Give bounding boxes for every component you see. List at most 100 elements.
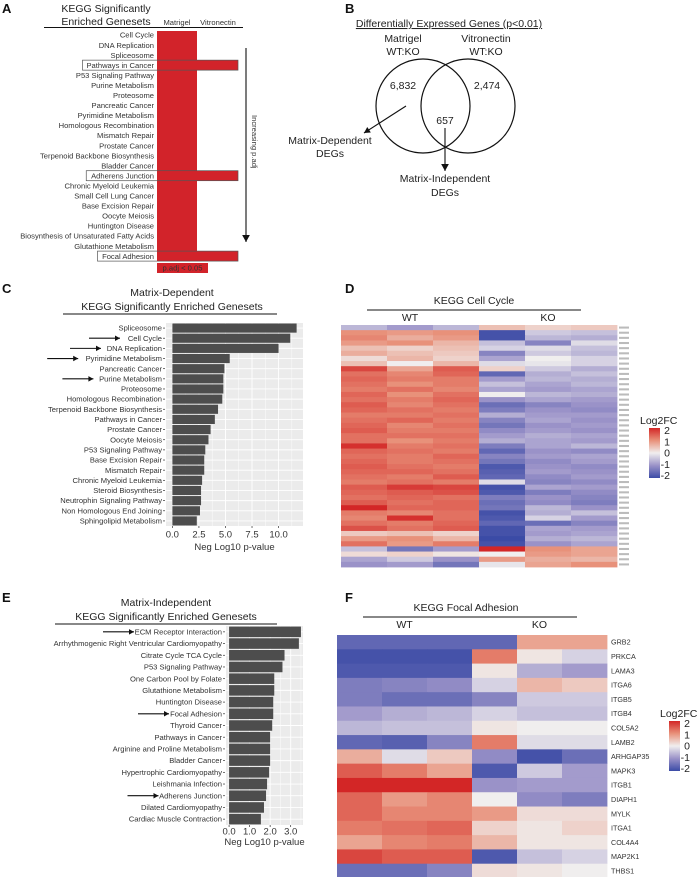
heatmap-cell — [525, 525, 572, 532]
heatmap-cell — [382, 835, 428, 850]
heatmap-cell — [427, 835, 473, 850]
heatmap-cell — [337, 720, 383, 736]
count-vitronectin-only: 2,474 — [474, 80, 500, 92]
category-label: Arginine and Proline Metabolism — [113, 745, 222, 754]
heatmap-cell — [525, 427, 572, 434]
heatmap-cell — [479, 469, 526, 475]
highlight-arrow — [47, 355, 79, 362]
heatmap-cell — [433, 500, 480, 506]
gene-label-illegible — [619, 331, 629, 334]
gene-label: MAP2K1 — [611, 852, 639, 861]
heatmap-cell — [479, 340, 526, 346]
legend-title: Log2FC — [640, 415, 678, 427]
bar — [172, 353, 230, 364]
heatmap-cell — [517, 849, 563, 865]
heatmap-cell — [341, 551, 388, 558]
bar — [229, 790, 267, 802]
heatmap-cell — [382, 763, 428, 779]
category-label: Pathways in Cancer — [154, 733, 222, 742]
heatmap-cell — [571, 505, 618, 511]
heatmap-cell — [387, 464, 434, 470]
heatmap-cell — [472, 677, 518, 693]
heatmap-cell — [517, 806, 563, 822]
heatmap-cell — [525, 453, 572, 460]
heatmap-cell — [387, 500, 434, 506]
heatmap-cell — [479, 474, 526, 480]
bar — [172, 496, 202, 506]
heatmap-cell — [341, 335, 388, 341]
heatmap-cell — [571, 325, 618, 331]
heatmap-cell — [433, 469, 480, 475]
heatmap-cell — [341, 330, 388, 336]
heatmap-cell — [525, 510, 572, 516]
gene-label-illegible — [619, 388, 629, 391]
category-label: Sphingolipid Metabolism — [80, 517, 162, 526]
gene-label: DIAPH1 — [611, 795, 637, 804]
heatmap-cell — [387, 525, 434, 532]
heatmap-cell — [341, 376, 388, 383]
heatmap-cell — [479, 325, 526, 331]
heatmap-cell — [337, 692, 383, 707]
heatmap-cell — [341, 458, 388, 465]
heatmap-cell — [479, 494, 526, 501]
heatmap-cell — [571, 464, 618, 470]
heatmap-cell — [382, 663, 428, 679]
gene-label-illegible — [619, 352, 629, 355]
heatmap-cell — [479, 391, 526, 398]
heatmap-cell — [517, 863, 563, 877]
bar — [172, 465, 205, 475]
bar — [172, 384, 224, 394]
heatmap-cell — [433, 453, 480, 460]
count-overlap: 657 — [436, 115, 454, 127]
geneset-label: Proteosome — [113, 91, 154, 100]
heatmap-cell — [387, 335, 434, 341]
bar — [172, 455, 205, 465]
heatmap-cell — [479, 443, 526, 449]
bar — [172, 364, 225, 374]
legend-swatch — [157, 263, 208, 273]
heatmap-cell — [387, 561, 434, 568]
x-axis-label: Neg Log10 p-value — [224, 837, 304, 848]
bar — [172, 333, 291, 343]
gene-label-illegible — [619, 532, 629, 535]
gene-label-illegible — [619, 465, 629, 468]
heatmap-cell — [517, 720, 563, 736]
heatmap-cell — [387, 340, 434, 346]
heatmap-cell — [525, 371, 572, 377]
gene-label-illegible — [619, 414, 629, 417]
heatmap-cell — [571, 402, 618, 408]
geneset-label: Focal Adhesion — [102, 252, 154, 261]
set-label: WT:KO — [469, 46, 502, 58]
heatmap-cell — [337, 849, 383, 865]
heatmap-cell — [341, 561, 388, 568]
heatmap-cell — [562, 763, 608, 779]
heatmap-cell — [341, 433, 388, 439]
heatmap-cell — [387, 397, 434, 403]
heatmap-cell — [433, 551, 480, 558]
bar — [229, 685, 275, 696]
heatmap-cell — [387, 325, 434, 331]
category-label: P53 Signaling Pathway — [84, 445, 162, 454]
heatmap-cell — [571, 422, 618, 429]
heatmap-cell — [571, 515, 618, 522]
heatmap-cell — [387, 345, 434, 352]
category-label: Arrhythmogenic Right Ventricular Cardiom… — [54, 639, 223, 648]
heatmap-cell — [433, 366, 480, 372]
heatmap-cell — [525, 448, 572, 455]
category-label: Pancreatic Cancer — [100, 364, 163, 373]
heatmap-cell — [571, 469, 618, 475]
heatmap-cell — [571, 371, 618, 377]
heatmap-cell — [525, 422, 572, 429]
heatmap-cell — [382, 820, 428, 836]
colorbar-tick-label: 0 — [684, 741, 690, 753]
heatmap-cell — [341, 556, 388, 563]
heatmap-cell — [341, 402, 388, 408]
heatmap-cell — [525, 397, 572, 403]
heatmap-cell — [562, 677, 608, 693]
gene-label-illegible — [619, 439, 629, 442]
bar — [229, 813, 261, 825]
geneset-label: Spliceosome — [111, 51, 154, 60]
gene-label-illegible — [619, 501, 629, 504]
heatmap-cell — [525, 386, 572, 393]
gene-label-illegible — [619, 347, 629, 350]
